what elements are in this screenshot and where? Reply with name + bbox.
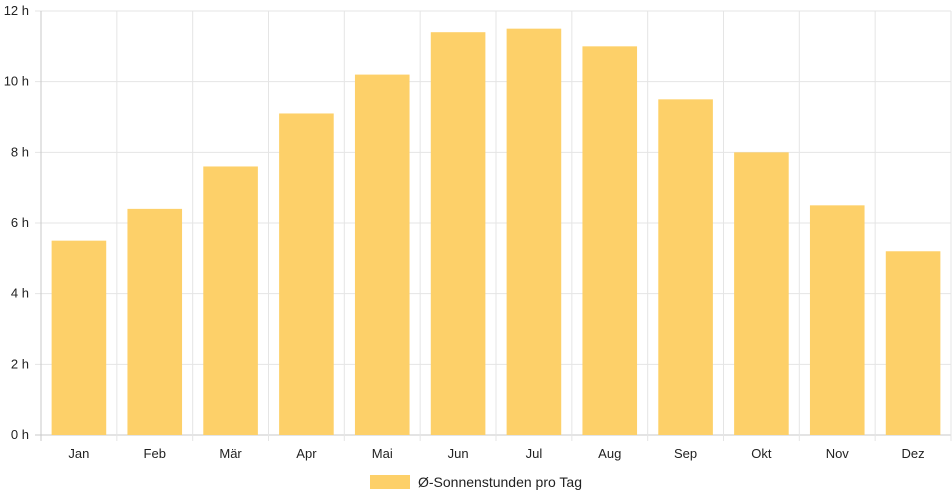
bar-dez[interactable]	[885, 251, 941, 435]
x-tick-label: Mär	[219, 446, 242, 461]
axis-layer: 0 h 2 h 4 h 6 h 8 h 10 h 12 h Jan Feb Mär Apr Mai Ju…	[4, 3, 925, 461]
bar-okt[interactable]	[734, 152, 789, 436]
x-tick-label: Okt	[751, 446, 772, 461]
x-tick-label: Jun	[448, 446, 469, 461]
bar-jul[interactable]	[506, 28, 562, 436]
y-tick-label: 6 h	[11, 215, 29, 230]
bar-sep[interactable]	[658, 99, 713, 435]
x-tick-label: Apr	[296, 446, 317, 461]
x-tick-label: Aug	[598, 446, 621, 461]
bar-mai[interactable]	[354, 74, 410, 435]
y-tick-label: 8 h	[11, 144, 29, 159]
legend-label: Ø-Sonnenstunden pro Tag	[418, 474, 582, 490]
bar-mär[interactable]	[203, 166, 258, 435]
bar-jun[interactable]	[430, 32, 486, 435]
bar-aug[interactable]	[582, 46, 638, 435]
x-tick-label: Jul	[526, 446, 543, 461]
y-tick-label: 4 h	[11, 286, 29, 301]
bar-layer	[51, 28, 941, 436]
y-tick-label: 10 h	[4, 74, 29, 89]
y-tick-label: 2 h	[11, 356, 29, 371]
x-tick-label: Feb	[144, 446, 166, 461]
y-tick-label: 0 h	[11, 427, 29, 442]
x-tick-label: Jan	[68, 446, 89, 461]
legend[interactable]: Ø-Sonnenstunden pro Tag	[370, 474, 582, 490]
legend-swatch	[370, 475, 410, 489]
x-tick-label: Dez	[902, 446, 925, 461]
x-tick-label: Sep	[674, 446, 697, 461]
y-tick-label: 12 h	[4, 3, 29, 18]
bar-nov[interactable]	[809, 205, 865, 435]
bar-apr[interactable]	[279, 113, 334, 435]
bar-jan[interactable]	[51, 240, 107, 435]
x-tick-label: Nov	[826, 446, 850, 461]
x-tick-label: Mai	[372, 446, 393, 461]
grid-layer	[35, 10, 952, 441]
bar-feb[interactable]	[127, 208, 183, 435]
